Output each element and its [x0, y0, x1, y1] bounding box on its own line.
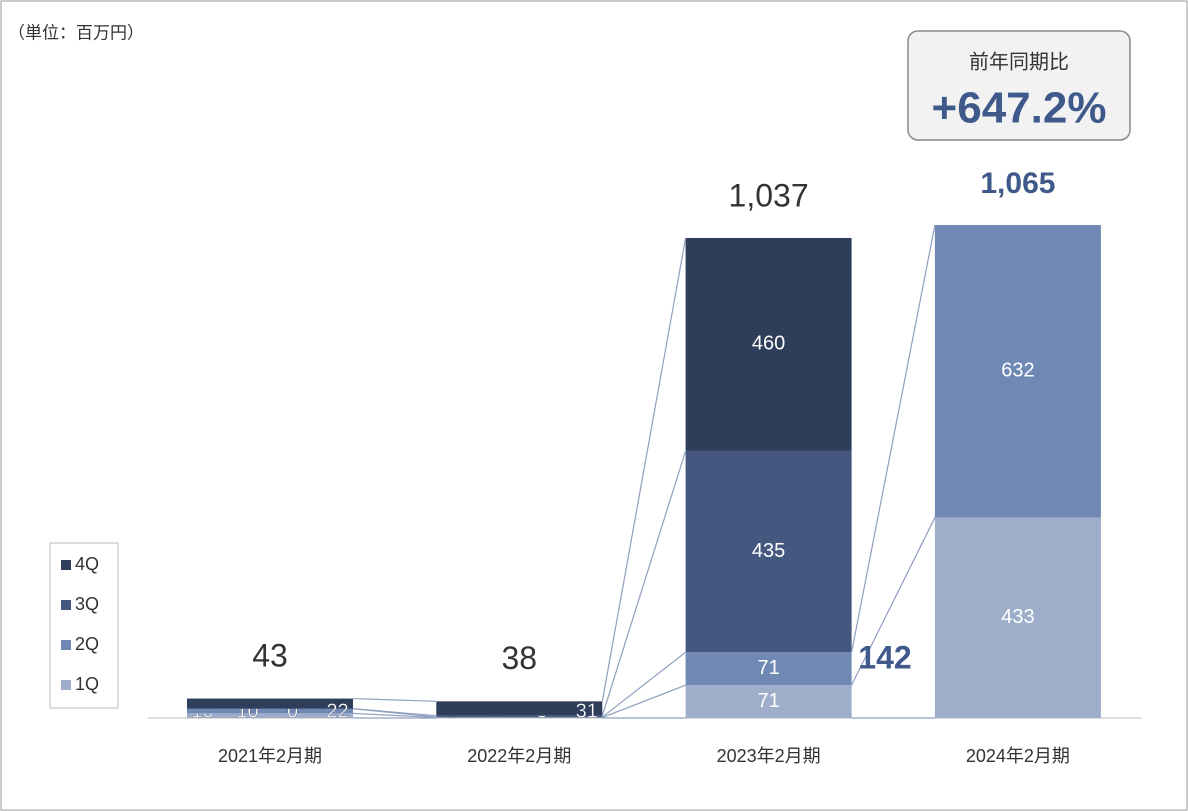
- badge-title: 前年同期比: [969, 50, 1069, 73]
- connector: [601, 651, 686, 718]
- bar-segment: [685, 237, 852, 451]
- badge-value: +647.2%: [932, 84, 1107, 133]
- legend-label: 4Q: [75, 554, 99, 574]
- connector: [601, 237, 687, 702]
- value-label: 435: [752, 540, 785, 562]
- legend-swatch: [61, 640, 71, 650]
- legend-label: 2Q: [75, 634, 99, 654]
- legend-label: 3Q: [75, 594, 99, 614]
- value-label: 71: [757, 690, 779, 712]
- value-label: 433: [1001, 606, 1034, 628]
- total-label: 1,037: [729, 177, 809, 213]
- bar-segment: [685, 685, 852, 718]
- connector: [352, 697, 437, 702]
- bar-segment: [685, 450, 852, 653]
- total-label: 1,065: [980, 167, 1055, 200]
- legend-swatch: [61, 680, 71, 690]
- x-tick-label: 2023年2月期: [717, 746, 821, 766]
- legend-swatch: [61, 600, 71, 610]
- unit-note: （単位：百万円）: [8, 23, 144, 42]
- value-label: 632: [1001, 360, 1034, 382]
- total-label: 38: [502, 640, 538, 676]
- connector: [851, 224, 936, 653]
- bar-segment: [436, 701, 603, 716]
- annotation: 142: [858, 639, 911, 675]
- bar-segment: [934, 225, 1101, 518]
- value-label: 460: [752, 333, 785, 355]
- bar-segment: [187, 708, 353, 714]
- badge: [907, 30, 1131, 141]
- bar-segment: [436, 715, 603, 718]
- total-label: 43: [252, 638, 288, 674]
- x-tick-label: 2022年2月期: [467, 746, 571, 766]
- legend-swatch: [61, 560, 71, 570]
- connector: [602, 684, 686, 719]
- x-tick-label: 2021年2月期: [218, 746, 322, 766]
- connector: [851, 517, 936, 686]
- value-label: 0: [287, 700, 298, 722]
- bar-segment: [934, 517, 1101, 718]
- value-label: 22: [326, 700, 348, 722]
- value-label: 31: [576, 700, 598, 722]
- connector: [352, 708, 437, 717]
- bar-segment: [187, 698, 353, 709]
- bar-segment: [685, 652, 852, 686]
- bar-segment: [187, 713, 353, 718]
- connector: [601, 450, 687, 716]
- value-label: 71: [757, 657, 779, 679]
- x-tick-label: 2024年2月期: [966, 746, 1070, 766]
- legend-label: 1Q: [75, 674, 99, 694]
- connector: [352, 712, 437, 719]
